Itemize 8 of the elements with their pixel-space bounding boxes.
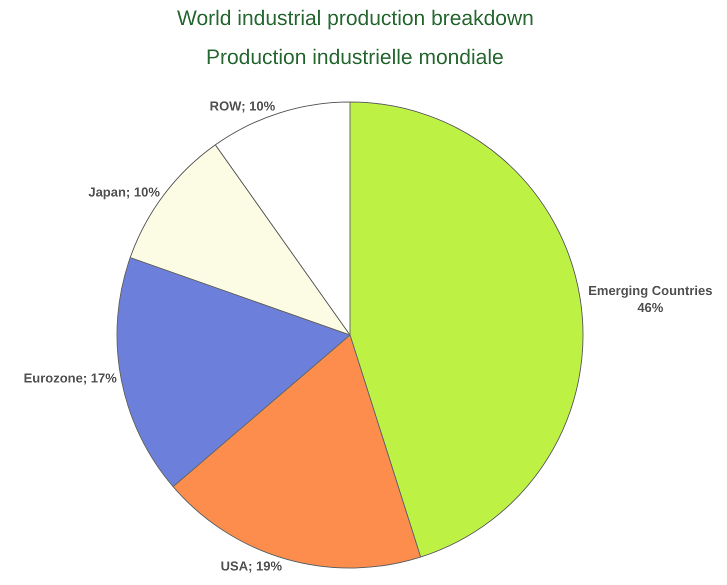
slice-label: Emerging Countries xyxy=(588,282,712,298)
slice-label: ROW; 10% xyxy=(210,98,276,114)
data-label: 46% xyxy=(637,300,664,315)
chart-subtitle: Production industrielle mondiale xyxy=(206,46,504,69)
slice-label: Japan; 10% xyxy=(88,184,160,200)
slice-label: USA; 19% xyxy=(220,558,282,574)
chart-title: World industrial production breakdown xyxy=(177,7,534,30)
slice-label: Eurozone; 17% xyxy=(24,370,118,386)
